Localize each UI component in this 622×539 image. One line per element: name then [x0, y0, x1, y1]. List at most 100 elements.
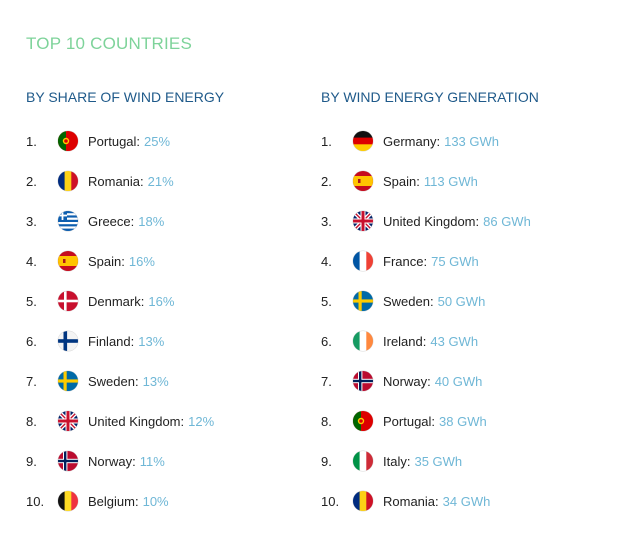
list-item: 6. Finland:13% — [26, 321, 316, 361]
country-value: 13% — [142, 373, 169, 389]
list-item: 7. Norway:40 GWh — [321, 361, 611, 401]
country-name: Spain — [383, 173, 417, 189]
separator: : — [435, 493, 439, 509]
belgium-flag-icon — [58, 491, 78, 511]
rank-number: 7. — [26, 373, 37, 389]
separator: : — [140, 293, 145, 309]
separator: : — [132, 453, 136, 469]
rank-number: 1. — [26, 133, 37, 149]
country-value: 40 GWh — [434, 373, 483, 389]
separator: : — [429, 293, 434, 309]
country-value: 16% — [148, 293, 175, 309]
country-name: United Kingdom — [383, 213, 476, 229]
country-name: Norway — [88, 453, 133, 469]
separator: : — [134, 493, 139, 509]
list-item: 5. Denmark:16% — [26, 281, 316, 321]
list-item: 5. Sweden:50 GWh — [321, 281, 611, 321]
rank-number: 5. — [321, 293, 332, 309]
country-value: 133 GWh — [444, 133, 500, 149]
country-value: 25% — [144, 133, 171, 149]
country-name: Greece — [88, 213, 131, 229]
separator: : — [180, 413, 185, 429]
rank-number: 4. — [26, 253, 37, 269]
country-name: Belgium — [88, 493, 135, 509]
country-value: 12% — [188, 413, 215, 429]
sweden-flag-icon — [353, 291, 373, 311]
list-item: 1. Germany:133 GWh — [321, 121, 611, 161]
country-name: Romania — [383, 493, 436, 509]
country-value: 18% — [138, 213, 165, 229]
generation-column-heading: BY WIND ENERGY GENERATION — [321, 89, 539, 105]
country-name: Ireland — [383, 333, 423, 349]
share-column: BY SHARE OF WIND ENERGY 1. Portugal:25% 2.… — [26, 88, 316, 521]
rank-number: 2. — [321, 173, 332, 189]
rank-number: 1. — [321, 133, 332, 149]
country-name: France — [383, 253, 424, 269]
list-item: 7. Sweden:13% — [26, 361, 316, 401]
country-name: Portugal — [88, 133, 137, 149]
country-name: Germany — [383, 133, 437, 149]
ireland-flag-icon — [353, 331, 373, 351]
rank-number: 9. — [26, 453, 37, 469]
uk-flag-icon — [353, 211, 373, 231]
country-value: 38 GWh — [439, 413, 487, 429]
country-value: 10% — [142, 493, 169, 509]
separator: : — [121, 253, 125, 269]
country-value: 34 GWh — [442, 493, 491, 509]
country-name: Portugal — [383, 413, 432, 429]
separator: : — [422, 333, 427, 349]
list-item: 9. Norway:11% — [26, 441, 316, 481]
rank-number: 6. — [26, 333, 37, 349]
country-value: 11% — [139, 453, 165, 469]
italy-flag-icon — [353, 451, 373, 471]
country-value: 43 GWh — [430, 333, 479, 349]
separator: : — [475, 213, 480, 229]
portugal-flag-icon — [58, 131, 78, 151]
germany-flag-icon — [353, 131, 373, 151]
separator: : — [130, 213, 135, 229]
country-value: 13% — [138, 333, 165, 349]
portugal-flag-icon — [353, 411, 373, 431]
list-item: 9. Italy:35 GWh — [321, 441, 611, 481]
uk-flag-icon — [58, 411, 78, 431]
list-item: 2. Spain:113 GWh — [321, 161, 611, 201]
page-title: TOP 10 COUNTRIES — [26, 34, 193, 53]
rank-number: 10. — [26, 493, 45, 509]
list-item: 2. Romania:21% — [26, 161, 316, 201]
rank-number: 4. — [321, 253, 332, 269]
country-value: 21% — [147, 173, 174, 189]
country-name: Sweden — [88, 373, 135, 389]
finland-flag-icon — [58, 331, 78, 351]
separator: : — [416, 173, 420, 189]
country-value: 75 GWh — [431, 253, 479, 269]
list-item: 4. France:75 GWh — [321, 241, 611, 281]
rank-number: 5. — [26, 293, 37, 309]
separator: : — [427, 373, 431, 389]
share-column-heading: BY SHARE OF WIND ENERGY — [26, 89, 225, 105]
rank-number: 3. — [321, 213, 332, 229]
separator: : — [406, 453, 411, 469]
list-item: 10. Romania:34 GWh — [321, 481, 611, 521]
country-value: 113 GWh — [423, 173, 478, 189]
france-flag-icon — [353, 251, 373, 271]
separator: : — [436, 133, 441, 149]
separator: : — [423, 253, 428, 269]
generation-column: BY WIND ENERGY GENERATION 1. Germany:133 … — [321, 88, 611, 521]
separator: : — [431, 413, 436, 429]
separator: : — [136, 133, 141, 149]
romania-flag-icon — [58, 171, 78, 191]
denmark-flag-icon — [58, 291, 78, 311]
rank-number: 2. — [26, 173, 37, 189]
country-value: 16% — [128, 253, 155, 269]
country-name: United Kingdom — [88, 413, 181, 429]
rank-number: 8. — [321, 413, 332, 429]
rank-number: 7. — [321, 373, 332, 389]
list-item: 8. Portugal:38 GWh — [321, 401, 611, 441]
country-name: Norway — [383, 373, 428, 389]
list-item: 1. Portugal:25% — [26, 121, 316, 161]
spain-flag-icon — [58, 251, 78, 271]
sweden-flag-icon — [58, 371, 78, 391]
romania-flag-icon — [353, 491, 373, 511]
list-item: 3. Greece:18% — [26, 201, 316, 241]
separator: : — [140, 173, 144, 189]
